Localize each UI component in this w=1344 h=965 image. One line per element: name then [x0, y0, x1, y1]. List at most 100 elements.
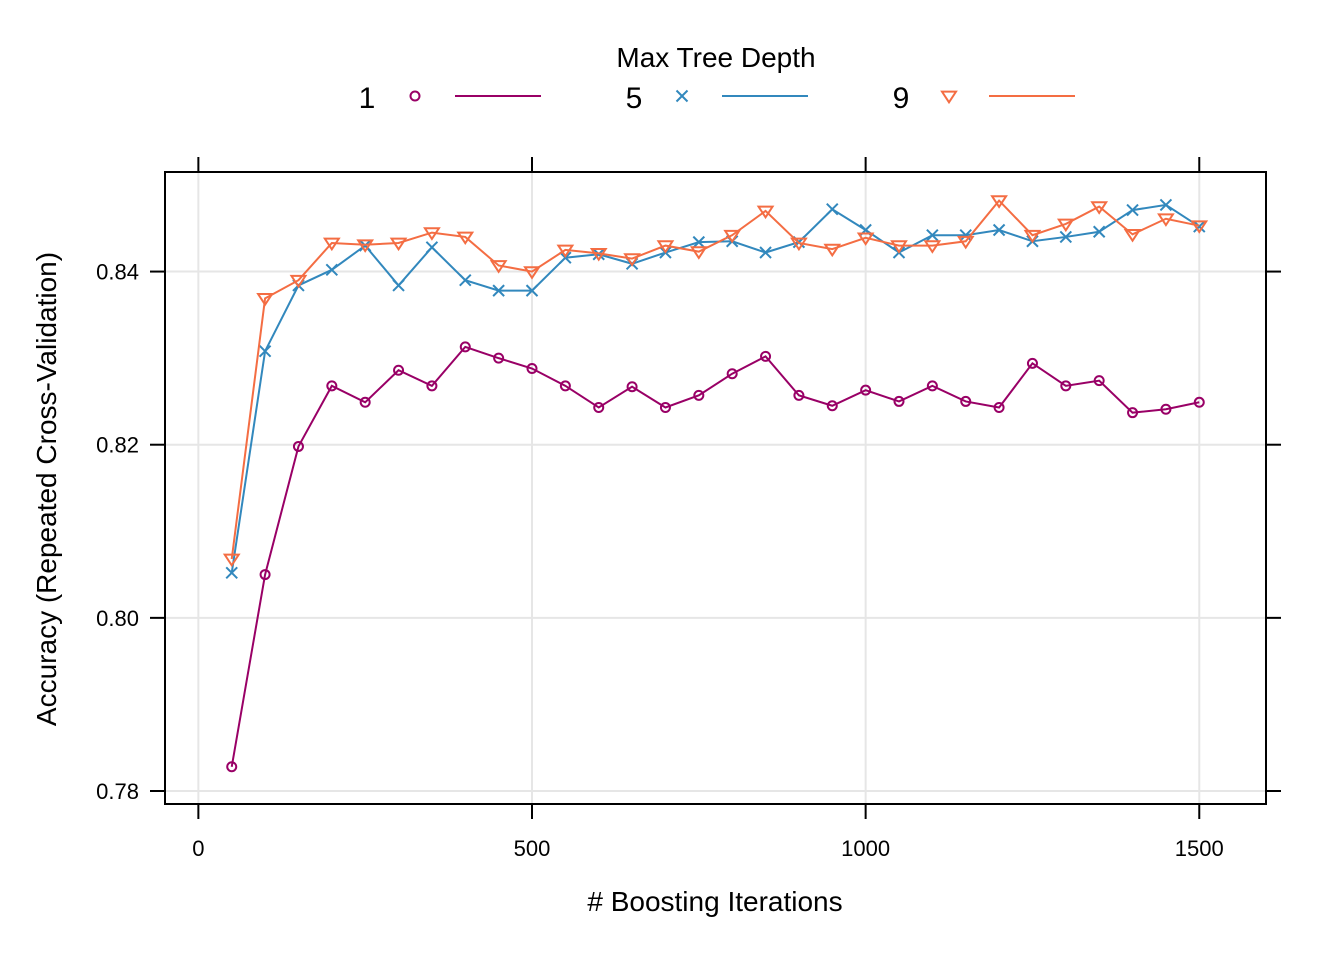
triangle-marker: [1056, 218, 1075, 233]
circle-marker: [1026, 357, 1038, 369]
series-layer: [222, 195, 1209, 773]
gridlines: [165, 172, 1266, 804]
circle-marker: [393, 364, 405, 376]
triangle-marker: [689, 246, 708, 260]
y-tick-label: 0.80: [96, 606, 139, 631]
legend-label: 1: [359, 82, 376, 115]
series-depth-9: [222, 195, 1209, 568]
cross-marker: [459, 274, 472, 287]
triangle-marker: [656, 240, 675, 254]
circle-marker: [493, 352, 505, 364]
circle-marker: [226, 761, 238, 773]
triangle-marker: [322, 237, 341, 252]
circle-marker: [826, 400, 838, 412]
series-line: [230, 203, 1200, 573]
triangle-marker: [1157, 213, 1175, 227]
x-tick-label: 1500: [1175, 836, 1224, 861]
triangle-marker: [923, 240, 942, 254]
circle-marker: [1127, 407, 1139, 419]
circle-marker: [626, 381, 638, 393]
circle-marker: [926, 380, 938, 392]
plot-frame: [164, 171, 1267, 805]
triangle-marker: [389, 237, 408, 252]
triangle-marker: [289, 274, 308, 289]
triangle-marker: [423, 227, 441, 241]
cross-marker: [926, 228, 939, 242]
legend-label: 5: [626, 82, 643, 115]
cross-marker: [425, 241, 439, 254]
triangle-marker: [990, 195, 1008, 209]
circle-marker: [760, 350, 772, 362]
triangle-marker: [790, 237, 808, 252]
circle-marker: [426, 380, 438, 392]
cross-marker: [258, 345, 272, 358]
cross-marker: [1193, 220, 1206, 233]
cross-marker: [1159, 198, 1173, 212]
triangle-marker: [823, 243, 842, 258]
triangle-marker: [556, 244, 575, 259]
legend-item-9: 9: [893, 82, 1075, 115]
circle-marker: [1193, 396, 1205, 408]
circle-marker: [292, 440, 304, 452]
cross-marker: [959, 228, 972, 242]
y-tick-label: 0.78: [96, 779, 139, 804]
y-tick-label: 0.84: [96, 260, 139, 285]
triangle-marker: [489, 260, 508, 274]
triangle-marker: [956, 235, 975, 250]
cross-marker: [325, 263, 339, 277]
cross-marker: [992, 223, 1006, 237]
circle-marker: [409, 90, 421, 102]
circle-marker: [693, 389, 705, 401]
series-line: [230, 199, 1200, 560]
y-axis-title: Accuracy (Repeated Cross-Validation): [31, 252, 62, 726]
cross-marker: [392, 279, 405, 292]
x-tick-label: 0: [192, 836, 204, 861]
x-tick-label: 1000: [841, 836, 890, 861]
cross-marker: [492, 284, 505, 297]
cross-marker: [759, 246, 772, 259]
circle-marker: [659, 401, 671, 413]
legend-item-5: 5: [626, 82, 808, 115]
legend-item-1: 1: [359, 82, 541, 115]
triangle-marker: [222, 553, 241, 568]
circle-marker: [1060, 380, 1072, 392]
triangle-marker: [723, 229, 742, 244]
circle-marker: [1093, 375, 1105, 387]
cross-marker: [1092, 225, 1106, 238]
cross-marker: [675, 89, 689, 103]
cross-marker: [1059, 230, 1073, 244]
circle-marker: [793, 389, 805, 401]
cross-marker: [225, 566, 238, 580]
circle-marker: [593, 401, 605, 413]
triangle-marker: [356, 239, 375, 253]
legend-label: 9: [893, 82, 910, 115]
triangle-marker: [589, 248, 608, 262]
cross-marker: [1126, 203, 1139, 217]
series-depth-5: [225, 198, 1206, 580]
circle-marker: [459, 341, 471, 353]
triangle-marker: [623, 253, 641, 267]
legend-items: 1 5 9: [359, 82, 1075, 115]
triangle-marker: [1090, 201, 1109, 215]
axes: 0 500 1000 1500 0.78 0.80 0.82 0.84: [96, 157, 1281, 861]
cross-marker: [525, 284, 539, 297]
triangle-marker: [523, 266, 541, 280]
circle-marker: [726, 368, 738, 380]
triangle-marker: [940, 90, 958, 105]
cross-marker: [826, 203, 839, 216]
triangle-marker: [1190, 220, 1209, 234]
x-axis-title: # Boosting Iterations: [587, 886, 842, 917]
circle-marker: [893, 395, 905, 407]
triangle-marker: [256, 293, 274, 307]
circle-marker: [359, 396, 371, 408]
circle-marker: [326, 380, 338, 392]
legend-title: Max Tree Depth: [616, 42, 815, 73]
cross-marker: [692, 235, 706, 249]
triangle-marker: [1123, 228, 1142, 243]
x-tick-label: 500: [514, 836, 551, 861]
triangle-marker: [890, 240, 908, 254]
circle-marker: [1160, 403, 1172, 415]
circle-marker: [559, 380, 571, 392]
circle-marker: [993, 401, 1005, 413]
